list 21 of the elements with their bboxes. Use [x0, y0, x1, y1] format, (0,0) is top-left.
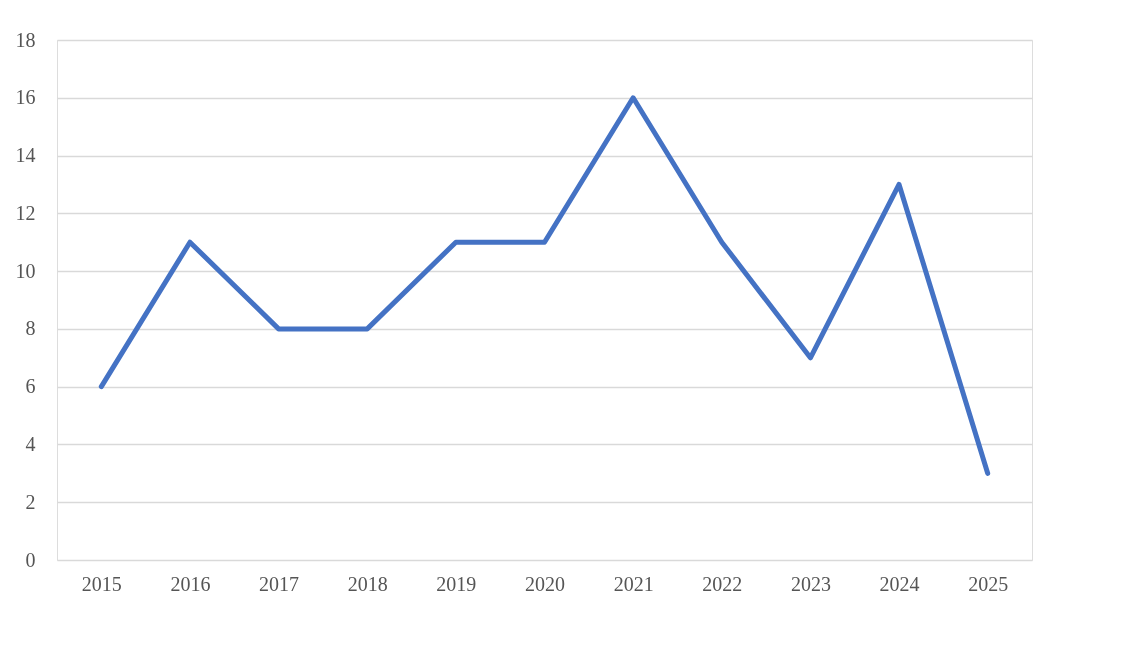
y-tick-label: 4: [25, 432, 36, 455]
x-tick-label: 2016: [170, 572, 211, 595]
y-tick-label: 14: [15, 144, 36, 167]
y-tick-label: 6: [25, 375, 36, 398]
y-tick-label: 16: [15, 86, 36, 109]
y-tick-label: 12: [15, 201, 36, 224]
x-tick-label: 2021: [613, 572, 654, 595]
x-tick-label: 2019: [436, 572, 477, 595]
x-tick-label: 2024: [879, 572, 920, 595]
x-tick-label: 2015: [81, 572, 122, 595]
x-tick-label: 2023: [790, 572, 831, 595]
x-tick-label: 2025: [968, 572, 1009, 595]
x-tick-label: 2022: [702, 572, 743, 595]
y-tick-label: 18: [15, 28, 36, 51]
x-tick-label: 2018: [347, 572, 388, 595]
x-tick-label: 2020: [525, 572, 565, 595]
y-tick-label: 0: [25, 548, 36, 571]
y-tick-label: 10: [15, 259, 36, 282]
y-tick-label: 2: [25, 490, 36, 513]
y-tick-label: 8: [25, 317, 36, 340]
x-tick-label: 2017: [259, 572, 300, 595]
